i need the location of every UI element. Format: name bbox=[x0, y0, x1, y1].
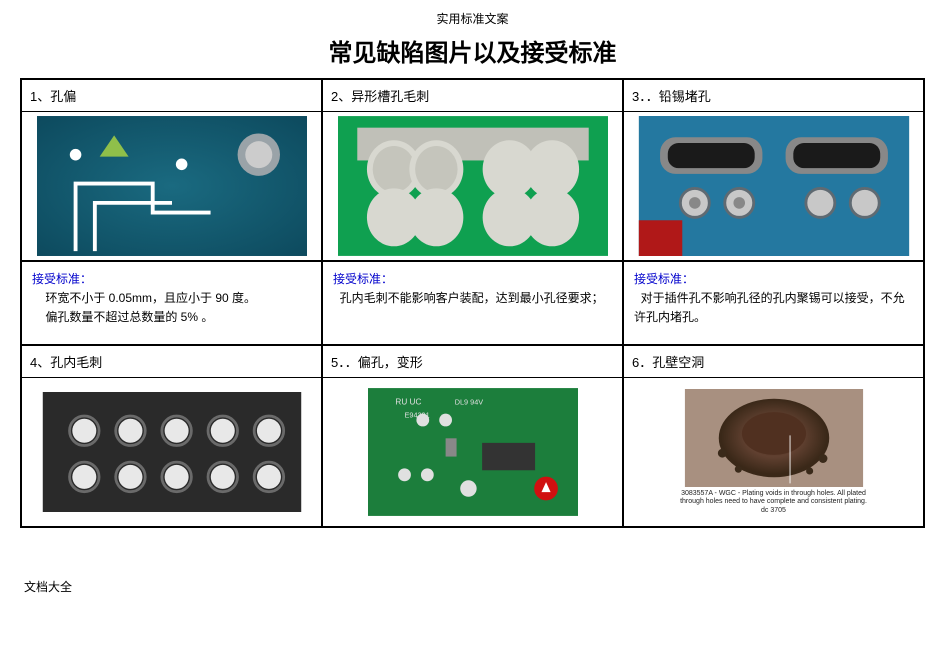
defect-name: 孔壁空洞 bbox=[652, 355, 704, 370]
acceptance-label: 接受标准： bbox=[32, 272, 92, 286]
acceptance-cell: 接受标准： 孔内毛刺不能影响客户装配，达到最小孔径要求； bbox=[322, 261, 623, 345]
defect-name: 偏孔，变形 bbox=[358, 355, 423, 370]
acceptance-cell: 接受标准： 对于插件孔不影响孔径的孔内聚锡可以接受，不允许孔内堵孔。 bbox=[623, 261, 924, 345]
defect-image bbox=[21, 111, 322, 261]
defect-name: 异形槽孔毛刺 bbox=[351, 89, 429, 104]
defect-image bbox=[322, 111, 623, 261]
svg-text:DL9 94V: DL9 94V bbox=[454, 398, 483, 407]
defect-image bbox=[623, 111, 924, 261]
defect-number: 5．． bbox=[331, 355, 358, 370]
defect-number: 6． bbox=[632, 355, 652, 370]
defect-number: 3．． bbox=[632, 89, 659, 104]
acceptance-label: 接受标准： bbox=[333, 272, 393, 286]
acceptance-text: 对于插件孔不影响孔径的孔内聚锡可以接受，不允许孔内堵孔。 bbox=[634, 291, 905, 324]
acceptance-text: 偏孔数量不超过总数量的 5% 。 bbox=[45, 310, 213, 324]
defect-header: 3．．铅锡堵孔 bbox=[623, 79, 924, 111]
page-title: 常见缺陷图片以及接受标准 bbox=[20, 33, 925, 68]
page-footer: 文档大全 bbox=[20, 578, 925, 595]
acceptance-text: 环宽不小于 0.05mm，且应小于 90 度。 bbox=[45, 291, 256, 305]
defect-header: 2、异形槽孔毛刺 bbox=[322, 79, 623, 111]
svg-text:E94391: E94391 bbox=[404, 410, 429, 419]
defect-name: 孔内毛刺 bbox=[50, 355, 102, 370]
acceptance-label: 接受标准： bbox=[634, 272, 694, 286]
defect-number: 2、 bbox=[331, 89, 351, 104]
defect-image: 3083557A - WGC - Plating voids in throug… bbox=[623, 377, 924, 527]
defect-name: 孔偏 bbox=[50, 89, 76, 104]
defect-image bbox=[21, 377, 322, 527]
page-header: 实用标准文案 bbox=[20, 10, 925, 27]
defect-header: 6．孔壁空洞 bbox=[623, 345, 924, 377]
defect-image: RU UC DL9 94V E94391 bbox=[322, 377, 623, 527]
image-caption: 3083557A - WGC - Plating voids in throug… bbox=[680, 490, 867, 515]
acceptance-text: 孔内毛刺不能影响客户装配，达到最小孔径要求； bbox=[340, 291, 604, 305]
defect-table: 1、孔偏 2、异形槽孔毛刺 3．．铅锡堵孔 bbox=[20, 78, 925, 528]
defect-number: 4、 bbox=[30, 355, 50, 370]
defect-header: 4、孔内毛刺 bbox=[21, 345, 322, 377]
defect-header: 1、孔偏 bbox=[21, 79, 322, 111]
acceptance-cell: 接受标准： 环宽不小于 0.05mm，且应小于 90 度。 偏孔数量不超过总数量… bbox=[21, 261, 322, 345]
defect-header: 5．．偏孔，变形 bbox=[322, 345, 623, 377]
defect-name: 铅锡堵孔 bbox=[659, 89, 711, 104]
svg-text:RU UC: RU UC bbox=[395, 398, 421, 407]
defect-number: 1、 bbox=[30, 89, 50, 104]
